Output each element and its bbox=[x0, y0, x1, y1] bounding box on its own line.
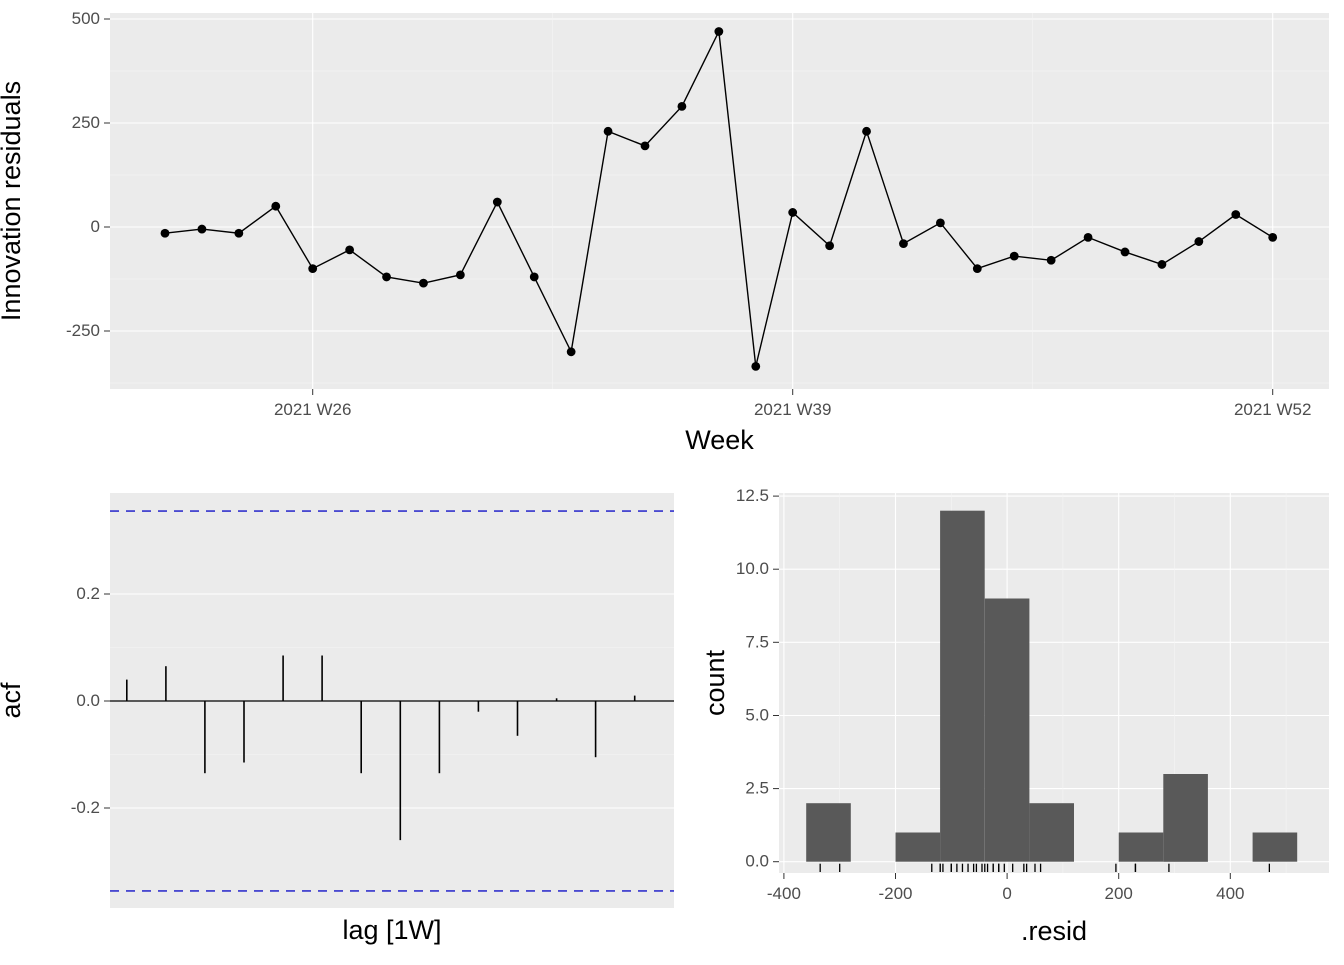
svg-text:count: count bbox=[700, 649, 730, 716]
svg-text:12.5: 12.5 bbox=[736, 486, 769, 505]
svg-text:2021 W52: 2021 W52 bbox=[1234, 400, 1312, 419]
svg-text:acf: acf bbox=[0, 682, 26, 719]
svg-text:-250: -250 bbox=[66, 321, 100, 340]
svg-text:-400: -400 bbox=[767, 884, 801, 903]
svg-text:Week: Week bbox=[685, 425, 754, 455]
svg-text:400: 400 bbox=[1216, 884, 1244, 903]
svg-text:500: 500 bbox=[72, 9, 100, 28]
svg-text:2021 W39: 2021 W39 bbox=[754, 400, 832, 419]
svg-text:Innovation residuals: Innovation residuals bbox=[0, 81, 26, 321]
svg-text:7.5: 7.5 bbox=[745, 632, 769, 651]
svg-text:0: 0 bbox=[1002, 884, 1011, 903]
svg-text:lag [1W]: lag [1W] bbox=[342, 915, 441, 945]
svg-text:2.5: 2.5 bbox=[745, 779, 769, 798]
svg-text:0.0: 0.0 bbox=[76, 691, 100, 710]
svg-text:0.0: 0.0 bbox=[745, 852, 769, 871]
svg-text:0: 0 bbox=[91, 217, 100, 236]
svg-text:250: 250 bbox=[72, 113, 100, 132]
svg-text:5.0: 5.0 bbox=[745, 706, 769, 725]
svg-text:10.0: 10.0 bbox=[736, 559, 769, 578]
svg-text:0.2: 0.2 bbox=[76, 584, 100, 603]
svg-text:-200: -200 bbox=[878, 884, 912, 903]
svg-text:.resid: .resid bbox=[1021, 916, 1087, 946]
svg-text:200: 200 bbox=[1105, 884, 1133, 903]
svg-text:2021 W26: 2021 W26 bbox=[274, 400, 352, 419]
svg-text:-0.2: -0.2 bbox=[71, 798, 100, 817]
